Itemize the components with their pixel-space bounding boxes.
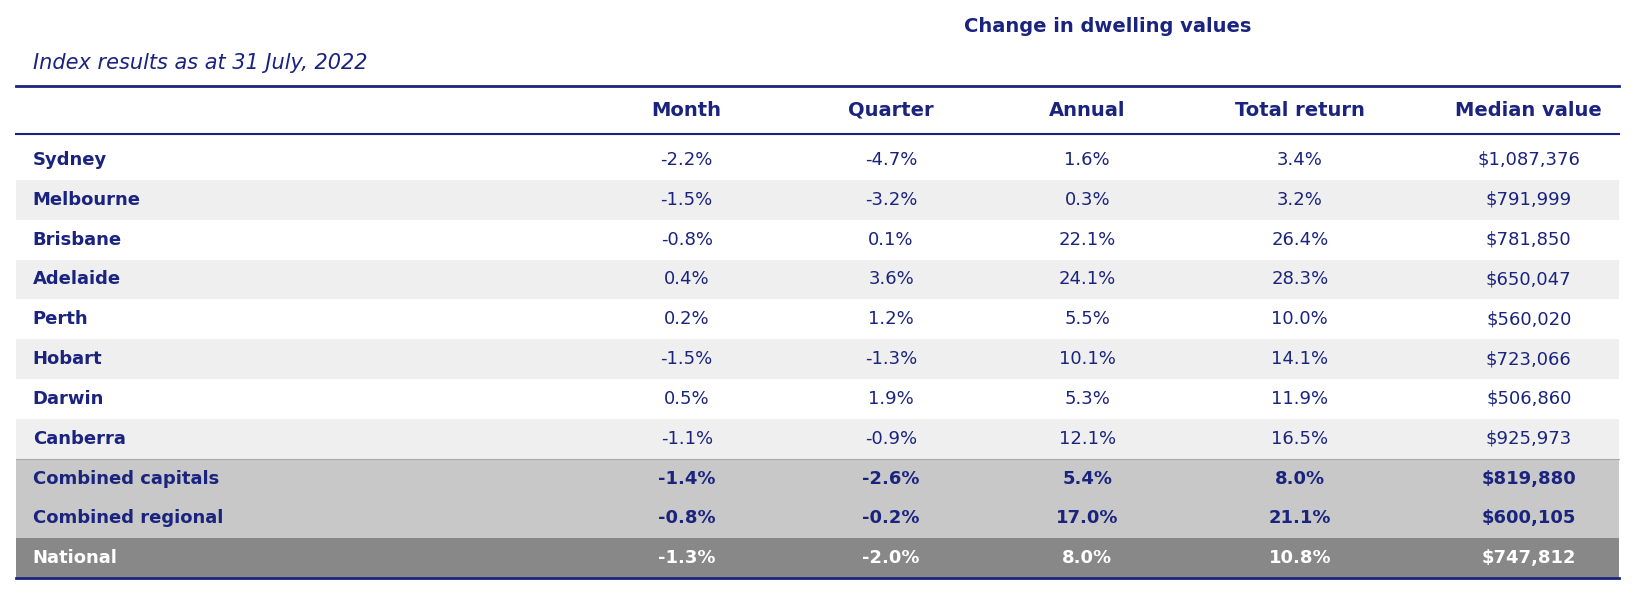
Text: -1.3%: -1.3% xyxy=(865,350,917,368)
Text: $747,812: $747,812 xyxy=(1481,549,1576,567)
Text: 0.5%: 0.5% xyxy=(664,390,710,408)
Text: 16.5%: 16.5% xyxy=(1272,430,1328,448)
Text: -0.8%: -0.8% xyxy=(661,231,713,249)
Bar xyxy=(16,339,1619,379)
Text: 8.0%: 8.0% xyxy=(1275,470,1324,488)
Text: 12.1%: 12.1% xyxy=(1059,430,1115,448)
Text: $819,880: $819,880 xyxy=(1481,470,1576,488)
Text: -2.2%: -2.2% xyxy=(661,151,713,169)
Text: -0.9%: -0.9% xyxy=(865,430,917,448)
Text: 22.1%: 22.1% xyxy=(1058,231,1117,249)
Bar xyxy=(16,259,1619,299)
Text: $560,020: $560,020 xyxy=(1486,311,1571,328)
Text: 26.4%: 26.4% xyxy=(1270,231,1329,249)
Text: Darwin: Darwin xyxy=(33,390,105,408)
Bar xyxy=(16,220,1619,259)
Text: Canberra: Canberra xyxy=(33,430,126,448)
Text: Adelaide: Adelaide xyxy=(33,271,121,288)
Text: $506,860: $506,860 xyxy=(1486,390,1571,408)
Text: -1.1%: -1.1% xyxy=(661,430,713,448)
Text: 10.8%: 10.8% xyxy=(1269,549,1331,567)
Text: 0.1%: 0.1% xyxy=(868,231,914,249)
Text: 0.4%: 0.4% xyxy=(664,271,710,288)
Text: 0.3%: 0.3% xyxy=(1064,191,1110,209)
Text: -0.2%: -0.2% xyxy=(862,510,921,527)
Text: -2.0%: -2.0% xyxy=(862,549,921,567)
Text: 5.4%: 5.4% xyxy=(1063,470,1112,488)
Text: 10.0%: 10.0% xyxy=(1272,311,1328,328)
Text: Hobart: Hobart xyxy=(33,350,103,368)
Text: -3.2%: -3.2% xyxy=(865,191,917,209)
Text: 5.5%: 5.5% xyxy=(1064,311,1110,328)
Text: Brisbane: Brisbane xyxy=(33,231,123,249)
Text: Change in dwelling values: Change in dwelling values xyxy=(965,17,1251,36)
Text: 0.2%: 0.2% xyxy=(664,311,710,328)
Text: 10.1%: 10.1% xyxy=(1059,350,1115,368)
Bar xyxy=(16,538,1619,578)
Text: Combined regional: Combined regional xyxy=(33,510,222,527)
Text: 14.1%: 14.1% xyxy=(1272,350,1328,368)
Text: Median value: Median value xyxy=(1455,101,1602,120)
Text: Sydney: Sydney xyxy=(33,151,106,169)
Text: -0.8%: -0.8% xyxy=(657,510,716,527)
Text: 17.0%: 17.0% xyxy=(1056,510,1118,527)
Text: -1.3%: -1.3% xyxy=(657,549,716,567)
Text: 3.6%: 3.6% xyxy=(868,271,914,288)
Text: 1.6%: 1.6% xyxy=(1064,151,1110,169)
Bar xyxy=(16,299,1619,339)
Text: 8.0%: 8.0% xyxy=(1063,549,1112,567)
Text: Quarter: Quarter xyxy=(849,101,934,120)
Text: Perth: Perth xyxy=(33,311,88,328)
Text: $781,850: $781,850 xyxy=(1486,231,1571,249)
Text: Month: Month xyxy=(652,101,721,120)
Text: -4.7%: -4.7% xyxy=(865,151,917,169)
Text: 5.3%: 5.3% xyxy=(1064,390,1110,408)
Text: 21.1%: 21.1% xyxy=(1269,510,1331,527)
Text: 3.4%: 3.4% xyxy=(1277,151,1323,169)
Text: $1,087,376: $1,087,376 xyxy=(1478,151,1579,169)
Text: -1.5%: -1.5% xyxy=(661,191,713,209)
Text: $723,066: $723,066 xyxy=(1486,350,1571,368)
Bar xyxy=(16,180,1619,220)
Bar xyxy=(16,379,1619,419)
Text: $925,973: $925,973 xyxy=(1486,430,1571,448)
Text: $600,105: $600,105 xyxy=(1481,510,1576,527)
Text: Total return: Total return xyxy=(1234,101,1365,120)
Text: National: National xyxy=(33,549,118,567)
Bar xyxy=(16,419,1619,459)
Text: $650,047: $650,047 xyxy=(1486,271,1571,288)
Text: Annual: Annual xyxy=(1050,101,1125,120)
Text: -1.5%: -1.5% xyxy=(661,350,713,368)
Text: Index results as at 31 July, 2022: Index results as at 31 July, 2022 xyxy=(33,52,368,73)
Text: -1.4%: -1.4% xyxy=(657,470,716,488)
Text: -2.6%: -2.6% xyxy=(862,470,921,488)
Bar xyxy=(16,498,1619,538)
Text: Combined capitals: Combined capitals xyxy=(33,470,219,488)
Bar xyxy=(16,459,1619,498)
Text: 1.2%: 1.2% xyxy=(868,311,914,328)
Text: 28.3%: 28.3% xyxy=(1270,271,1329,288)
Bar xyxy=(16,140,1619,180)
Text: Melbourne: Melbourne xyxy=(33,191,141,209)
Text: 11.9%: 11.9% xyxy=(1272,390,1328,408)
Text: $791,999: $791,999 xyxy=(1486,191,1571,209)
Text: 24.1%: 24.1% xyxy=(1058,271,1117,288)
Text: 3.2%: 3.2% xyxy=(1277,191,1323,209)
Text: 1.9%: 1.9% xyxy=(868,390,914,408)
